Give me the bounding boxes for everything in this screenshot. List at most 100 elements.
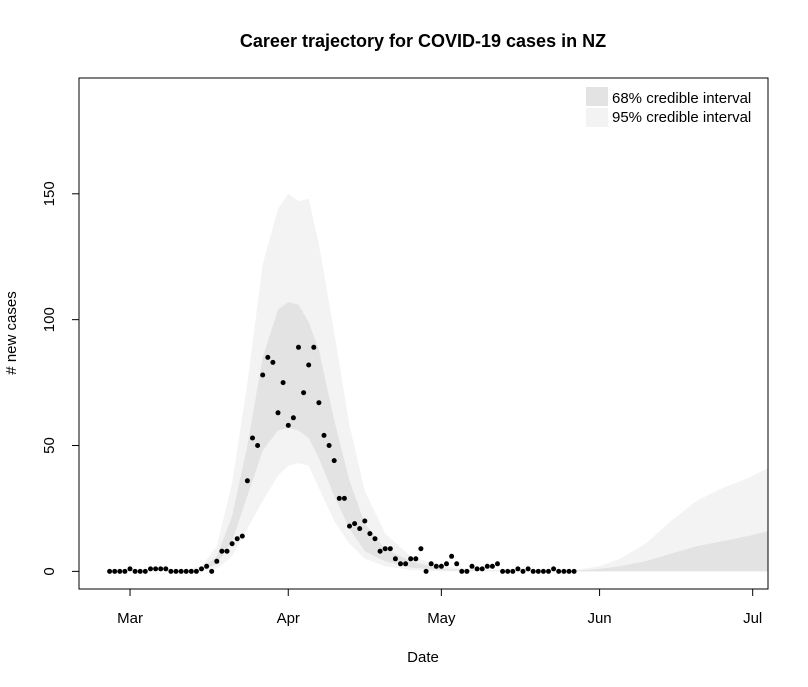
data-point: [444, 561, 449, 567]
data-point: [520, 568, 526, 574]
data-point: [530, 568, 536, 574]
data-point: [209, 568, 215, 574]
legend-label-ci95: 95% credible interval: [612, 109, 751, 126]
data-point: [122, 568, 128, 574]
ci95-band-group: [109, 193, 769, 572]
data-point: [311, 344, 317, 350]
data-point: [433, 563, 439, 569]
data-point: [479, 566, 485, 572]
data-point: [500, 568, 506, 574]
data-point: [183, 568, 189, 574]
data-point: [265, 354, 271, 360]
y-tick-label: 100: [41, 307, 58, 332]
data-point: [306, 362, 312, 368]
data-point: [137, 568, 143, 574]
data-point: [178, 568, 184, 574]
data-point: [505, 568, 511, 574]
data-point: [571, 568, 577, 574]
plot-frame: [78, 77, 769, 590]
data-point: [535, 568, 541, 574]
ci68-band: [109, 302, 769, 572]
legend-label-ci68: 68% credible interval: [612, 90, 751, 107]
data-point: [362, 518, 368, 524]
data-point: [357, 526, 363, 532]
x-tick-label: Mar: [117, 610, 143, 627]
data-point: [449, 553, 455, 559]
data-point: [117, 568, 123, 574]
data-point: [556, 568, 562, 574]
legend-swatch-ci95: [586, 108, 608, 127]
data-point: [347, 523, 352, 529]
data-point: [316, 400, 322, 406]
data-point: [255, 443, 261, 448]
data-point: [168, 568, 174, 574]
data-point: [423, 568, 429, 574]
data-point: [163, 566, 169, 572]
data-point: [382, 546, 388, 552]
data-point: [290, 415, 296, 421]
data-point: [403, 561, 409, 567]
data-point: [321, 432, 327, 438]
ci95-band: [109, 193, 769, 572]
data-point: [219, 548, 225, 554]
chart-title: Career trajectory for COVID-19 cases in …: [240, 31, 606, 51]
data-point: [495, 561, 500, 567]
data-point: [418, 546, 424, 552]
data-point: [387, 546, 393, 552]
data-point: [341, 495, 347, 501]
y-tick-label: 50: [41, 437, 58, 454]
x-tick-label: Apr: [277, 610, 300, 627]
data-point: [132, 568, 138, 574]
data-point: [270, 359, 276, 365]
data-point: [438, 563, 444, 569]
data-point: [398, 561, 403, 567]
data-point: [540, 568, 546, 574]
data-point: [336, 495, 342, 501]
data-point: [188, 568, 194, 574]
data-point: [474, 566, 480, 572]
data-point: [525, 566, 531, 572]
data-point: [566, 568, 572, 574]
data-point: [515, 566, 521, 572]
data-point: [372, 536, 378, 542]
data-point: [127, 566, 133, 572]
data-point: [377, 548, 383, 554]
data-point: [331, 458, 337, 464]
observed-points: [107, 344, 577, 574]
data-point: [367, 531, 373, 537]
data-point: [280, 380, 286, 386]
data-point: [244, 478, 250, 484]
data-point: [510, 568, 516, 574]
data-point: [326, 443, 332, 448]
data-point: [153, 566, 159, 572]
y-axis: 0 50 100 150: [41, 181, 79, 576]
data-point: [454, 561, 460, 567]
data-point: [408, 556, 414, 562]
data-point: [352, 521, 358, 527]
data-point: [484, 563, 490, 569]
x-axis-label: Date: [407, 649, 439, 666]
data-point: [546, 568, 551, 574]
x-tick-label: May: [427, 610, 456, 627]
y-tick-label: 0: [41, 567, 58, 575]
ci68-band-group: [109, 302, 769, 572]
data-point: [173, 568, 179, 574]
data-point: [158, 566, 164, 572]
data-point: [239, 533, 245, 539]
data-point: [413, 556, 419, 562]
y-tick-label: 150: [41, 181, 58, 206]
x-tick-label: Jun: [587, 610, 611, 627]
data-point: [561, 568, 567, 574]
data-point: [229, 541, 235, 547]
data-point: [469, 563, 475, 569]
data-point: [489, 563, 495, 569]
legend-swatch-ci68: [586, 87, 608, 106]
data-point: [193, 568, 199, 574]
data-point: [428, 561, 434, 567]
data-point: [275, 410, 281, 416]
data-point: [112, 568, 118, 574]
data-point: [392, 556, 398, 562]
data-point: [224, 548, 230, 554]
data-point: [214, 558, 220, 564]
